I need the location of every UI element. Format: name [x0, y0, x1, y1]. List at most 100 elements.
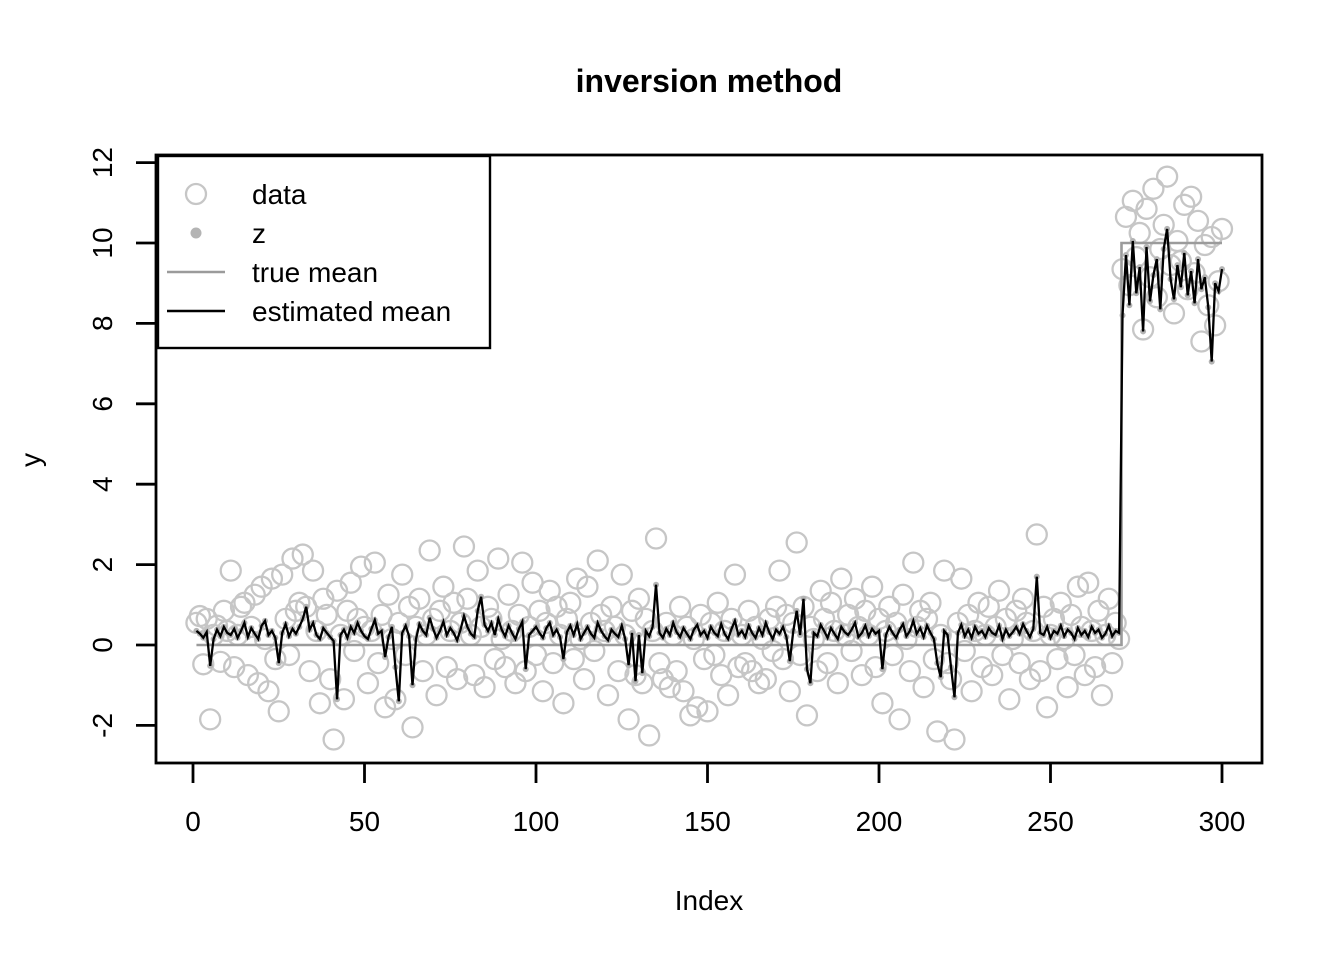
y-tick-label: 0: [87, 637, 118, 653]
legend-label: z: [252, 218, 266, 249]
data-point-circle: [281, 547, 304, 570]
legend-entry: z: [190, 218, 266, 249]
data-point-circle: [1083, 655, 1107, 679]
data-point-circle: [559, 591, 582, 614]
data-point-circle: [734, 651, 757, 675]
data-point-circle: [260, 567, 284, 590]
data-point-circle: [435, 655, 458, 679]
legend-dot-icon: [190, 227, 202, 239]
data-point-circle: [466, 559, 489, 582]
y-tick-label: 4: [87, 476, 118, 492]
data-point-circle: [771, 647, 795, 671]
data-point-circle: [391, 563, 414, 586]
data-point-circle: [610, 563, 633, 586]
data-point-circle: [1145, 286, 1168, 309]
data-point-circle: [411, 659, 434, 683]
data-point-circle: [1080, 619, 1103, 643]
data-point-circle: [1179, 185, 1203, 208]
legend-entry: true mean: [167, 257, 378, 288]
data-point-circle: [319, 668, 342, 691]
data-point-circle: [665, 659, 688, 683]
x-axis-label: Index: [675, 885, 744, 916]
data-point-circle: [528, 599, 551, 622]
data-point-circle: [452, 535, 476, 558]
data-point-circle: [617, 708, 640, 731]
data-point-circle: [504, 672, 527, 695]
data-point-circle: [552, 692, 575, 715]
data-point-circle: [332, 688, 356, 711]
legend: data z true mean estimated mean: [156, 154, 492, 350]
data-point-circle: [1166, 229, 1189, 253]
data-point-circle: [620, 599, 644, 622]
y-tick-label: 12: [87, 147, 118, 178]
data-point-circle: [418, 539, 441, 562]
data-point-circle: [531, 680, 555, 703]
data-point-circle: [1135, 197, 1158, 220]
x-tick-label: 100: [513, 806, 560, 837]
data-point-circle: [277, 643, 301, 667]
data-point-circle: [981, 664, 1004, 687]
plot-box: [154, 153, 1264, 765]
legend-box: [156, 154, 492, 350]
legend-entry: estimated mean: [167, 296, 451, 327]
data-point-circle: [367, 651, 390, 675]
y-tick-label: 6: [87, 396, 118, 412]
data-point-circle: [1152, 213, 1175, 237]
data-point-circle: [312, 587, 335, 610]
data-point-circle: [1066, 575, 1090, 598]
data-point-circle: [977, 595, 1000, 618]
data-point-circle: [816, 651, 839, 675]
data-point-circle: [655, 611, 678, 635]
data-point-circle: [535, 611, 558, 635]
data-point-circle: [716, 684, 740, 707]
data-point-circle: [572, 668, 596, 691]
data-point-circle: [1142, 177, 1165, 200]
data-point-circle: [830, 567, 853, 590]
data-point-circle: [638, 724, 661, 747]
data-point-circle: [967, 591, 990, 614]
y-tick-label: 2: [87, 557, 118, 573]
data-point-circle: [487, 547, 510, 570]
data-point-circle: [898, 659, 922, 683]
estimated-mean-line: [195, 228, 1224, 702]
data-point-circle: [432, 575, 455, 598]
x-tick-label: 150: [684, 806, 731, 837]
data-point-circle: [497, 583, 520, 606]
data-point-circle: [229, 595, 253, 618]
data-point-circle: [425, 684, 448, 707]
data-point-circle: [953, 639, 976, 663]
data-point-circle: [1210, 217, 1234, 241]
data-point-circle: [1046, 647, 1069, 671]
data-point-circle: [394, 643, 417, 667]
chart-title: inversion method: [576, 63, 843, 99]
data-point-circle: [795, 704, 819, 727]
data-point-circle: [456, 587, 479, 610]
data-point-circle: [555, 607, 579, 631]
data-point-circle: [377, 583, 400, 606]
y-axis-label: y: [15, 453, 46, 467]
data-point-circle: [1125, 245, 1148, 269]
data-point-circle: [569, 627, 592, 651]
data-point-circle: [686, 696, 709, 719]
data-point-circle: [679, 704, 702, 727]
data-point-circle: [322, 728, 345, 751]
data-point-circle: [264, 647, 287, 671]
data-point-circle: [596, 684, 620, 707]
data-point-circle: [349, 555, 373, 578]
data-point-circle: [576, 575, 599, 598]
data-point-circle: [754, 668, 777, 691]
data-point-circle: [586, 549, 609, 572]
data-point-circle: [346, 607, 369, 631]
data-point-circle: [325, 579, 349, 602]
data-point-circle: [243, 583, 266, 606]
data-point-circle: [271, 563, 294, 586]
data-point-circle: [267, 700, 290, 723]
data-point-circle: [473, 676, 496, 699]
y-axis-ticks: -2 0 2 4 6 8 10 12: [87, 147, 156, 738]
data-point-circle: [943, 728, 966, 751]
data-point-circle: [607, 659, 630, 683]
legend-label: data: [252, 179, 307, 210]
data-point-circle: [891, 583, 915, 606]
data-point-circle: [1077, 571, 1100, 594]
